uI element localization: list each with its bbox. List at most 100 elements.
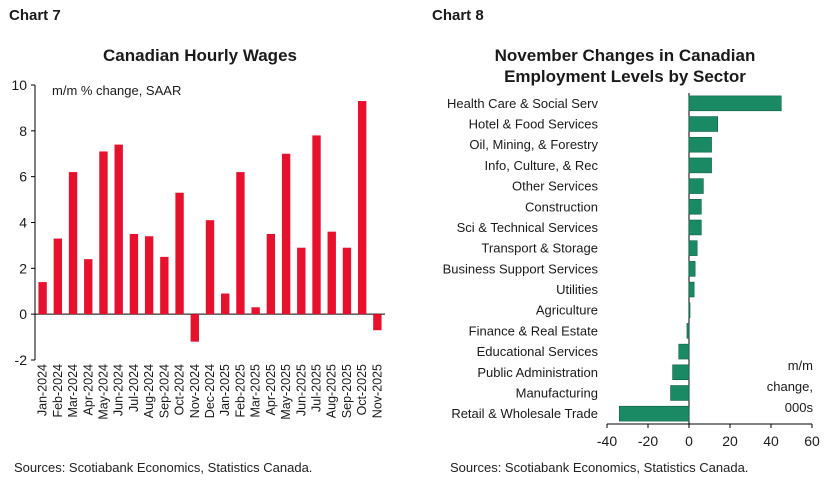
wages-y-tick-label: 10 <box>11 77 27 93</box>
sector-category-label: Educational Services <box>477 344 599 359</box>
wages-x-tick-label: Jul-2025 <box>310 364 324 412</box>
wages-bar <box>357 101 367 315</box>
wages-x-tick-label: Sep-2025 <box>340 364 354 418</box>
wages-x-tick-label: Feb-2025 <box>233 364 247 418</box>
wages-bar <box>281 153 291 315</box>
wages-x-tick-label: Nov-2025 <box>370 364 384 418</box>
sector-x-tick-label: -40 <box>597 433 617 449</box>
wages-y-tick-label: -2 <box>15 352 28 368</box>
wages-x-tick-label: Aug-2024 <box>142 364 156 418</box>
wages-bar <box>129 233 139 315</box>
sector-category-label: Public Administration <box>477 365 598 380</box>
sector-bar <box>688 178 704 194</box>
wages-x-tick-label: Dec-2024 <box>203 364 217 418</box>
wages-y-tick-label: 4 <box>19 215 27 231</box>
wages-bar <box>38 282 47 315</box>
sector-category-label: Oil, Mining, & Forestry <box>469 137 598 152</box>
wages-bar <box>266 233 276 315</box>
wages-bar <box>342 247 352 315</box>
wages-bar <box>373 314 382 331</box>
sector-category-label: Health Care & Social Serv <box>447 96 599 111</box>
sector-x-tick-label: -20 <box>638 433 658 449</box>
wages-bar <box>84 259 93 315</box>
wages-y-tick-label: 0 <box>19 306 27 322</box>
wages-x-tick-label: Jul-2024 <box>127 364 141 412</box>
sector-category-label: Utilities <box>556 282 598 297</box>
wages-x-tick-label: Apr-2024 <box>81 364 95 415</box>
sector-bar <box>688 281 695 298</box>
sector-category-label: Info, Culture, & Rec <box>485 158 599 173</box>
sector-category-label: Business Support Services <box>443 261 599 276</box>
wages-chart-source: Sources: Scotiabank Economics, Statistic… <box>14 460 313 475</box>
wages-units-annotation: m/m % change, SAAR <box>52 83 181 98</box>
wages-x-tick-label: Oct-2025 <box>355 364 369 415</box>
sector-units-annotation: 000s <box>785 400 814 415</box>
wages-x-tick-label: Mar-2025 <box>249 364 263 418</box>
wages-bar <box>68 172 78 315</box>
wages-bar <box>53 238 63 315</box>
wages-x-tick-label: Aug-2025 <box>325 364 339 418</box>
wages-y-tick-label: 6 <box>19 169 27 185</box>
sector-bar <box>686 323 690 339</box>
sector-chart-source: Sources: Scotiabank Economics, Statistic… <box>450 460 749 475</box>
wages-x-tick-label: Jun-2025 <box>294 364 308 416</box>
chart-7-label: Chart 7 <box>9 7 61 24</box>
wages-y-tick-label: 2 <box>19 260 27 276</box>
sector-bar <box>688 136 712 153</box>
wages-bar <box>190 314 199 342</box>
wages-bar <box>114 144 123 315</box>
sector-bar <box>688 302 691 318</box>
wages-bar <box>160 256 169 315</box>
sector-units-annotation: m/m <box>788 358 813 373</box>
sector-bar <box>618 405 690 422</box>
sector-category-label: Sci & Technical Services <box>457 220 599 235</box>
wages-x-tick-label: Oct-2024 <box>173 364 187 415</box>
sector-category-label: Retail & Wholesale Trade <box>451 406 598 421</box>
wages-x-tick-label: Sep-2024 <box>157 364 171 418</box>
sector-bar <box>688 261 696 277</box>
sector-bar <box>688 199 702 215</box>
sector-category-label: Hotel & Food Services <box>469 117 599 132</box>
wages-x-tick-label: Mar-2024 <box>66 364 80 418</box>
wages-bar <box>175 192 184 315</box>
sector-bar <box>688 240 698 256</box>
wages-x-tick-label: May-2024 <box>96 364 110 420</box>
wages-x-tick-label: May-2025 <box>279 364 293 420</box>
sector-bar <box>678 343 690 360</box>
wages-bar <box>312 135 321 315</box>
wages-bar <box>297 247 306 315</box>
sector-x-tick-label: 60 <box>804 433 820 449</box>
wages-x-tick-label: Jan-2024 <box>36 364 50 416</box>
wages-chart-title: Canadian Hourly Wages <box>103 46 297 65</box>
wages-y-tick-label: 8 <box>19 123 27 139</box>
wages-bar <box>144 236 154 315</box>
sector-bar <box>688 157 712 174</box>
sector-units-annotation: change, <box>767 379 813 394</box>
wages-x-tick-label: Jan-2025 <box>218 364 232 416</box>
sector-bar <box>688 116 719 132</box>
wages-x-tick-label: Feb-2024 <box>51 364 65 418</box>
sector-category-label: Manufacturing <box>516 385 598 400</box>
sector-category-label: Finance & Real Estate <box>469 323 598 338</box>
sector-x-tick-label: 40 <box>763 433 779 449</box>
wages-x-tick-label: Apr-2025 <box>264 364 278 415</box>
chart-8-label: Chart 8 <box>432 7 484 24</box>
wages-bar <box>99 151 108 315</box>
sector-bar <box>688 219 702 236</box>
wages-bar <box>327 231 336 315</box>
sector-x-tick-label: 0 <box>685 433 693 449</box>
sector-chart-title: November Changes in Canadian Employment … <box>494 46 756 86</box>
wages-bar <box>205 220 215 315</box>
sector-category-label: Construction <box>525 199 598 214</box>
sector-x-tick-label: 20 <box>722 433 738 449</box>
wages-x-tick-label: Nov-2024 <box>188 364 202 418</box>
wages-bar <box>221 293 230 315</box>
sector-category-label: Other Services <box>512 179 598 194</box>
sector-bar <box>688 95 782 112</box>
sector-bar <box>670 385 690 401</box>
wages-bar <box>236 172 245 315</box>
sector-category-label: Transport & Storage <box>481 241 598 256</box>
sector-bar <box>672 364 690 381</box>
sector-category-label: Agriculture <box>536 303 598 318</box>
